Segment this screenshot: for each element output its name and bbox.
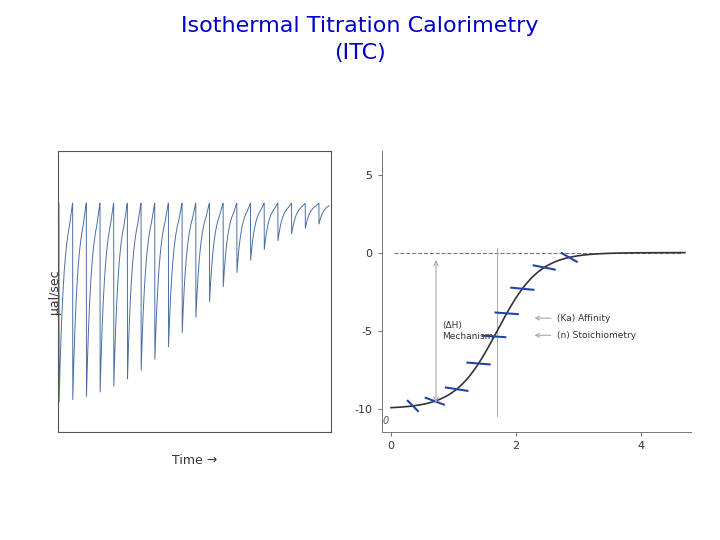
Y-axis label: μal/sec: μal/sec <box>48 269 61 314</box>
Text: (Ka) Affinity: (Ka) Affinity <box>557 314 610 322</box>
Text: Isothermal Titration Calorimetry
(ITC): Isothermal Titration Calorimetry (ITC) <box>181 16 539 63</box>
Text: 0: 0 <box>383 416 389 426</box>
Text: (n) Stoichiometry: (n) Stoichiometry <box>557 331 636 340</box>
Text: (ΔH)
Mechanism: (ΔH) Mechanism <box>442 321 494 341</box>
Text: Time →: Time → <box>172 455 217 468</box>
